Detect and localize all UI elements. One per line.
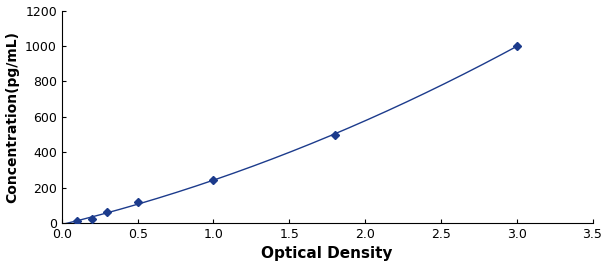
Y-axis label: Concentration(pg/mL): Concentration(pg/mL) xyxy=(5,31,19,203)
X-axis label: Optical Density: Optical Density xyxy=(261,246,393,261)
